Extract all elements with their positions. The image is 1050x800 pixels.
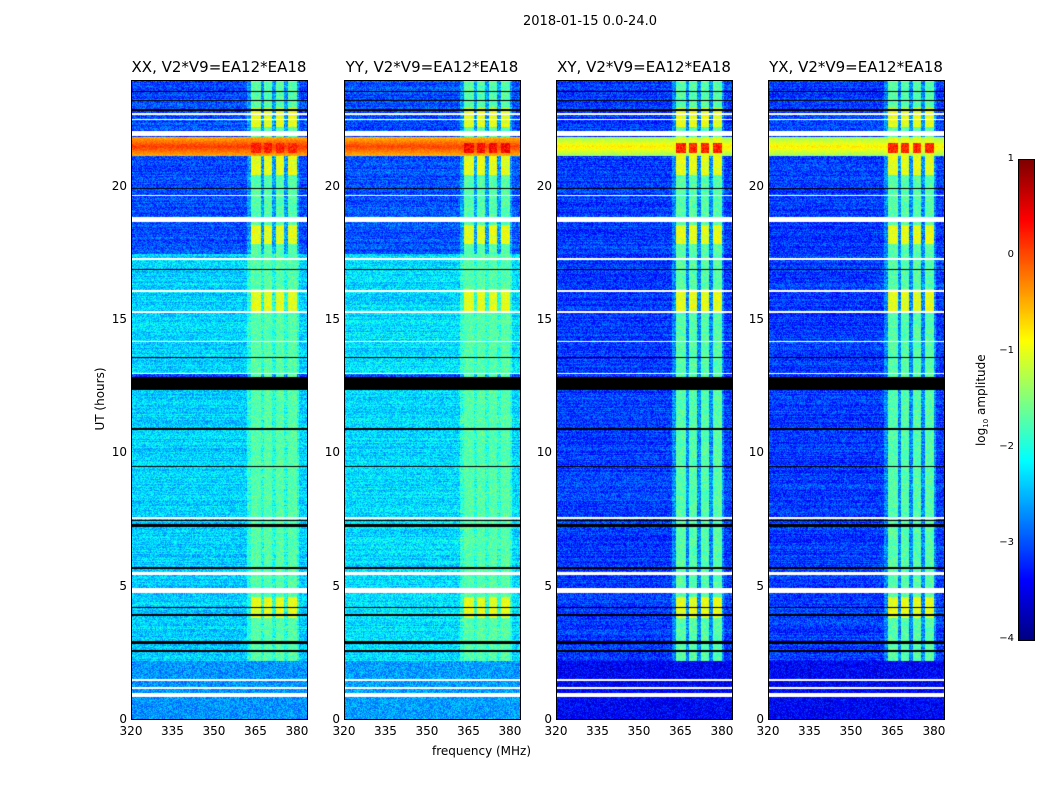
colorbar-tick-label: −4 [999,633,1014,644]
y-tick-label: 5 [119,578,127,593]
x-tick-label: 350 [839,724,863,738]
figure-title: 2018-01-15 0.0-24.0 [523,14,657,29]
colorbar-label-log: log [973,427,988,447]
heatmap-image [769,81,944,719]
y-tick-label: 15 [536,312,552,326]
panel-title-xx: XX, V2*V9=EA12*EA18 [131,58,307,76]
y-tick-label: 0 [119,712,127,726]
x-tick-label: 350 [202,724,226,738]
heatmap-image [345,81,520,719]
y-tick-label: 5 [544,578,552,593]
heatmap-panel-xx [131,80,308,720]
x-tick-label: 320 [756,724,780,738]
y-tick-label: 15 [111,312,127,326]
x-tick-label: 350 [415,724,439,738]
x-tick-label: 365 [669,724,692,738]
y-tick-label: 5 [756,578,764,593]
panel-title-xy: XY, V2*V9=EA12*EA18 [557,58,731,76]
x-tick-label: 365 [881,724,904,738]
y-axis-label: UT (hours) [93,367,107,431]
heatmap-image [557,81,732,719]
y-tick-label: 0 [756,712,764,726]
colorbar-tick-label: 0 [1007,249,1014,260]
colorbar-tick-label: −3 [999,537,1014,548]
x-axis-label: frequency (MHz) [432,744,532,758]
colorbar-tick-label: −1 [999,345,1014,356]
y-tick-label: 10 [748,445,764,460]
y-tick-label: 15 [748,312,764,326]
y-tick-label: 0 [332,712,340,726]
heatmap-panel-yy [344,80,521,720]
y-tick-label: 5 [332,578,340,593]
colorbar-label-rest: amplitude [973,354,988,419]
x-tick-label: 335 [161,724,184,738]
colorbar-tick-label: 1 [1007,153,1014,164]
colorbar-label-sub: 10 [982,418,991,428]
x-tick-label: 335 [798,724,821,738]
y-tick-label: 10 [324,445,340,460]
heatmap-panel-xy [556,80,733,720]
y-tick-label: 10 [536,445,552,460]
x-tick-label: 380 [922,724,946,738]
panel-title-yy: YY, V2*V9=EA12*EA18 [345,58,519,76]
heatmap-image [132,81,307,719]
heatmap-panel-yx [768,80,945,720]
y-tick-label: 20 [748,178,764,193]
x-tick-label: 365 [457,724,480,738]
colorbar-tick-label: −2 [999,441,1014,452]
y-tick-label: 15 [324,312,340,326]
x-tick-label: 350 [627,724,651,738]
y-tick-label: 20 [111,178,127,193]
x-tick-label: 380 [285,724,309,738]
colorbar-label: log10 amplitude [974,348,990,452]
x-tick-label: 320 [544,724,568,738]
x-tick-label: 365 [244,724,267,738]
x-tick-label: 320 [119,724,143,738]
y-tick-label: 20 [324,178,340,193]
panel-title-yx: YX, V2*V9=EA12*EA18 [769,58,943,76]
y-tick-label: 10 [111,445,127,460]
x-tick-label: 335 [374,724,397,738]
x-tick-label: 320 [332,724,356,738]
x-tick-label: 380 [498,724,522,738]
y-tick-label: 0 [544,712,552,726]
x-tick-label: 380 [710,724,734,738]
colorbar-gradient [1019,160,1034,640]
x-tick-label: 335 [586,724,609,738]
colorbar [1018,159,1035,641]
y-tick-label: 20 [536,178,552,193]
